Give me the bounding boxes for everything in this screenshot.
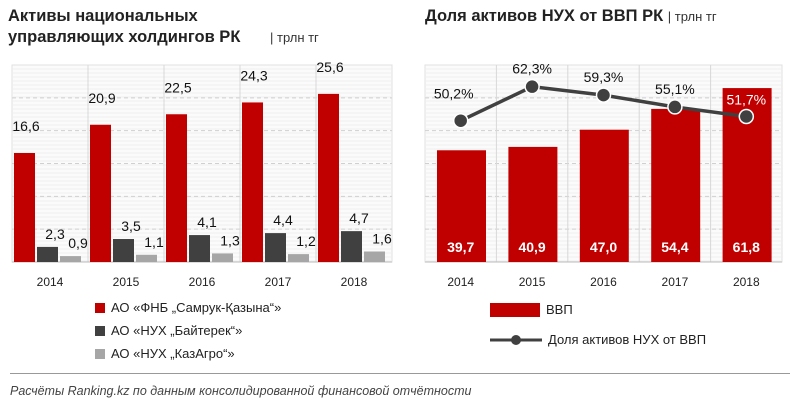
data-label: 16,6	[12, 118, 39, 134]
bar-kazagro	[136, 254, 157, 262]
legend-line-icon	[490, 334, 542, 345]
x-tick-label: 2016	[590, 275, 617, 289]
bar-kazagro	[288, 254, 309, 262]
bar-baiterek	[113, 239, 134, 262]
data-label: 1,2	[296, 233, 316, 249]
data-label-share: 55,1%	[655, 81, 695, 97]
right-unit: | трлн тг	[667, 9, 717, 24]
charts-svg: 16,6 2,30,9 2014 20,9 3,51,1 2015 22,5 4,11,3 20…	[11, 59, 783, 289]
right-title-text: Доля активов НУХ от ВВП РК	[425, 7, 664, 25]
data-label: 4,4	[273, 212, 293, 228]
data-label: 0,9	[68, 235, 88, 251]
share-marker	[667, 99, 683, 115]
bar-kazagro	[60, 256, 81, 262]
data-label: 24,3	[240, 67, 267, 83]
data-label-share: 51,7%	[726, 92, 766, 108]
right-chart-title: Доля активов НУХ от ВВП РК | трлн тг	[425, 6, 717, 27]
x-tick-label: 2016	[189, 275, 216, 289]
left-unit: | трлн тг	[270, 30, 319, 45]
bar-gdp	[651, 108, 701, 262]
bar-samruk	[90, 124, 111, 262]
legend-item-baiterek: АО «НУХ „Байтерек“»	[95, 323, 242, 338]
legend-item-kazagro: АО «НУХ „КазАгро“»	[95, 346, 235, 361]
bar-kazagro	[212, 253, 233, 262]
data-label-gdp: 47,0	[590, 239, 617, 255]
legend-label: АО «НУХ „Байтерек“»	[111, 323, 243, 338]
x-tick-label: 2018	[733, 275, 760, 289]
bar-baiterek	[265, 233, 286, 262]
share-marker	[738, 108, 755, 125]
legend-swatch	[95, 325, 105, 336]
share-marker	[452, 112, 469, 129]
data-label: 20,9	[88, 90, 115, 106]
data-label-gdp: 54,4	[661, 239, 688, 255]
bar-samruk	[166, 114, 187, 262]
legend-swatch	[490, 302, 540, 317]
data-label: 4,7	[349, 210, 369, 226]
bar-gdp	[579, 129, 629, 262]
data-label: 3,5	[121, 218, 141, 234]
bar-gdp	[508, 146, 558, 262]
legend-item-samruk: АО «ФНБ „Самрук-Қазына“»	[95, 300, 281, 315]
footer-divider	[10, 373, 790, 374]
data-label-gdp: 39,7	[447, 239, 474, 255]
bar-gdp	[437, 150, 486, 262]
bar-baiterek	[189, 235, 210, 262]
data-label: 25,6	[316, 59, 343, 75]
share-marker	[524, 78, 540, 95]
data-label: 4,1	[197, 214, 217, 230]
x-tick-label: 2014	[37, 275, 64, 289]
legend-label: АО «ФНБ „Самрук-Қазына“»	[111, 300, 282, 315]
data-label: 2,3	[45, 226, 65, 242]
data-label-share: 62,3%	[512, 61, 552, 77]
footer-note: Расчёты Ranking.kz по данным консолидиро…	[10, 384, 472, 398]
x-tick-label: 2017	[662, 275, 689, 289]
share-marker	[595, 87, 612, 103]
data-label: 22,5	[164, 79, 191, 95]
data-label: 1,6	[372, 230, 392, 246]
bar-samruk	[14, 152, 35, 262]
legend-label: ВВП	[546, 302, 573, 317]
bar-baiterek	[341, 231, 362, 262]
legend-item-share: Доля активов НУХ от ВВП	[490, 332, 706, 347]
data-label-gdp: 40,9	[518, 239, 545, 255]
data-label: 1,3	[220, 232, 240, 248]
legend-swatch	[95, 302, 105, 313]
bar-samruk	[318, 93, 339, 262]
bar-baiterek	[37, 246, 58, 262]
data-label: 1,1	[144, 234, 164, 250]
data-label-gdp: 61,8	[733, 239, 760, 255]
legend-label: Доля активов НУХ от ВВП	[548, 332, 707, 347]
x-tick-label: 2018	[341, 275, 368, 289]
x-tick-label: 2015	[519, 275, 546, 289]
left-chart-title: Активы национальных управляющих холдинго…	[8, 6, 278, 48]
legend-swatch	[95, 348, 105, 359]
legend-label: АО «НУХ „КазАгро“»	[111, 346, 235, 361]
data-label-share: 50,2%	[434, 86, 474, 102]
data-label-share: 59,3%	[584, 69, 624, 85]
bar-kazagro	[364, 251, 385, 262]
left-title-text: Активы национальных управляющих холдинго…	[8, 7, 241, 46]
x-tick-label: 2015	[113, 275, 140, 289]
bar-samruk	[242, 102, 263, 263]
x-tick-label: 2014	[447, 275, 474, 289]
legend-item-gdp: ВВП	[490, 302, 573, 317]
x-tick-label: 2017	[265, 275, 292, 289]
